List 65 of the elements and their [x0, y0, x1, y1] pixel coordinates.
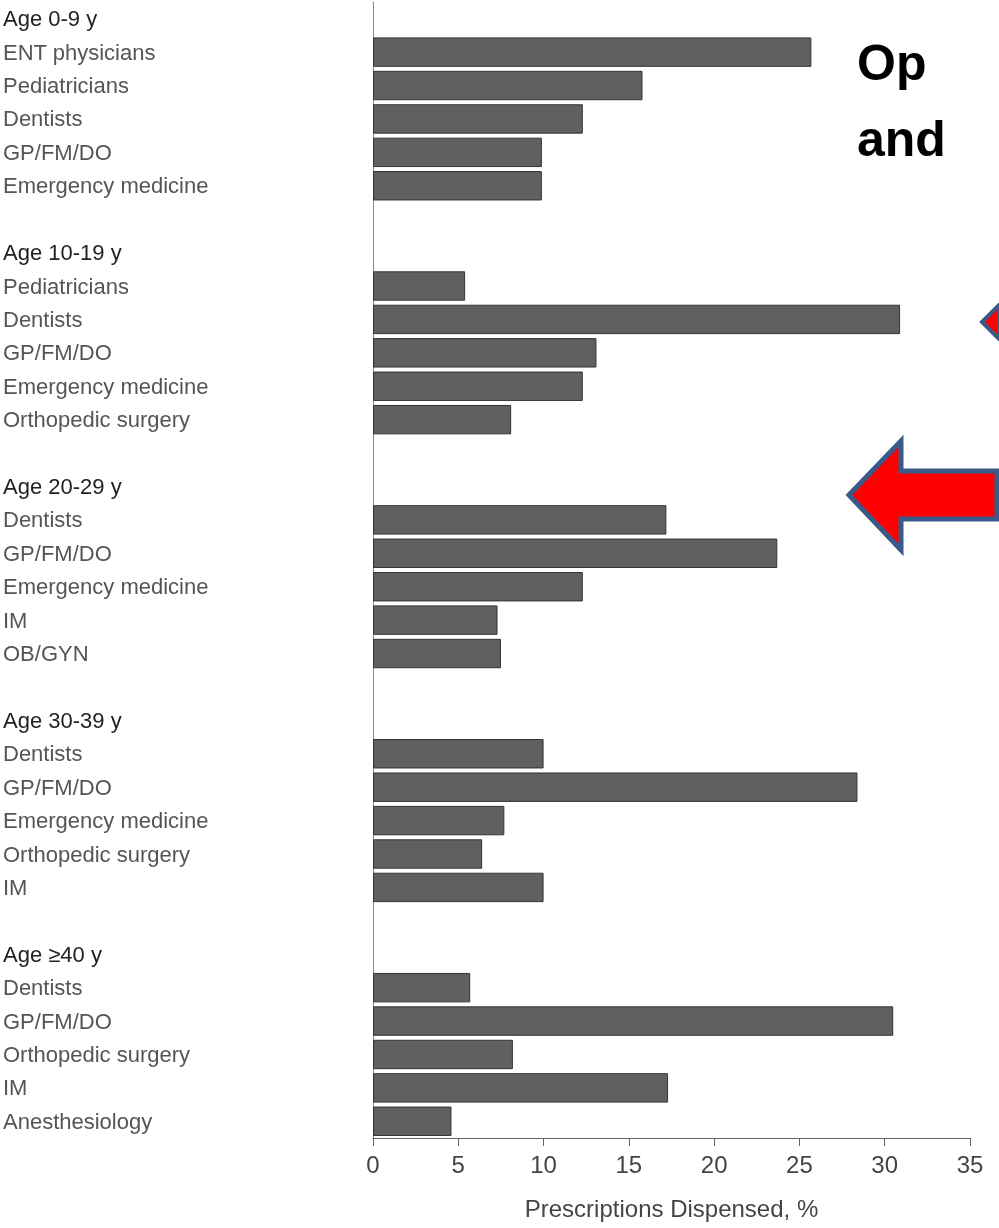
y-tick-label: Dentists [3, 507, 83, 533]
y-tick-label: Emergency medicine [3, 173, 209, 199]
x-tick-label: 25 [786, 1150, 813, 1178]
text: Op and [857, 35, 946, 167]
bar [373, 104, 583, 134]
bar [373, 972, 471, 1003]
y-tick-label: Orthopedic surgery [3, 1041, 191, 1067]
y-tick-label: GP/FM/DO [3, 540, 112, 566]
y-tick-label: IM [3, 607, 28, 633]
y-tick-label: Dentists [3, 975, 83, 1001]
x-tick-label: 30 [871, 1150, 899, 1178]
bar [373, 271, 466, 301]
bar [373, 805, 505, 836]
y-tick-label: ENT physicians [3, 39, 156, 65]
y-tick-label: GP/FM/DO [3, 774, 112, 800]
bar [373, 304, 901, 335]
y-tick-label: OB/GYN [3, 641, 89, 667]
x-tick-label: 10 [530, 1150, 557, 1178]
bar [373, 171, 542, 201]
y-tick-label: Dentists [3, 741, 83, 767]
x-tick-label: 5 [451, 1150, 465, 1178]
bar [373, 638, 501, 669]
y-tick-label: Age 10-19 y [3, 240, 122, 266]
y-tick-label: Age 30-39 y [3, 707, 122, 733]
y-tick-label: Orthopedic surgery [3, 841, 191, 867]
bar [373, 839, 483, 869]
y-tick-label: Emergency medicine [3, 574, 209, 600]
bar [373, 37, 812, 67]
bar [373, 1039, 513, 1070]
bar [373, 70, 643, 101]
bar [373, 872, 544, 903]
y-tick-label: Dentists [3, 106, 83, 132]
bar [373, 1073, 669, 1103]
bar [373, 338, 597, 368]
bar [373, 772, 858, 802]
x-tick-label: 0 [366, 1150, 380, 1178]
y-tick-label: Age ≥40 y [3, 941, 102, 967]
y-tick-label: GP/FM/DO [3, 1008, 112, 1034]
bar [373, 137, 542, 168]
y-tick-label: Emergency medicine [3, 808, 209, 834]
bar [373, 1006, 894, 1036]
bar [373, 404, 512, 435]
bar [373, 371, 583, 401]
y-tick-label: GP/FM/DO [3, 139, 112, 165]
y-tick-label: IM [3, 874, 28, 900]
y-tick-label: Age 20-29 y [3, 473, 122, 499]
bar [373, 739, 544, 769]
x-axis-title: Prescriptions Dispensed, % [524, 1194, 819, 1222]
bar [373, 538, 778, 568]
x-tick-label: 20 [700, 1150, 728, 1178]
y-tick-label: Dentists [3, 306, 83, 332]
y-tick-label: IM [3, 1075, 28, 1101]
y-tick-label: Orthopedic surgery [3, 407, 191, 433]
y-tick-label: Pediatricians [3, 73, 129, 99]
y-tick-label: Emergency medicine [3, 373, 209, 399]
y-tick-label: Age 0-9 y [3, 6, 98, 32]
y-tick-label: Anesthesiology [3, 1108, 153, 1134]
y-tick-label: GP/FM/DO [3, 340, 112, 366]
y-tick-label: Pediatricians [3, 273, 129, 299]
bar [373, 572, 583, 602]
x-tick-label: 35 [956, 1150, 984, 1178]
x-tick-label: 15 [615, 1150, 643, 1178]
bar [373, 605, 498, 635]
bar [373, 1106, 452, 1136]
bar [373, 505, 667, 535]
